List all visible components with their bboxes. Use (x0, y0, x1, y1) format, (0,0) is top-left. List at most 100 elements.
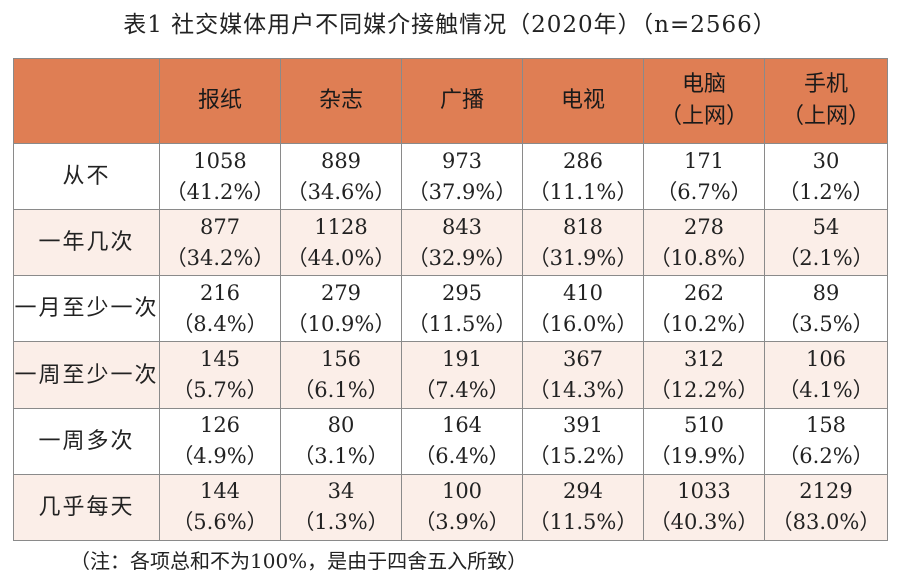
percent-value: （1.2%） (778, 179, 874, 204)
header-row: 报纸 杂志 广播 电视 电脑 （上网） 手机 （上网） (13, 58, 888, 144)
data-cell: 510 （19.9%） (643, 407, 765, 475)
count-value: 367 (562, 347, 604, 372)
percent-value: （3.1%） (293, 444, 389, 469)
count-value: 145 (199, 347, 241, 372)
row-label: 一年几次 (13, 209, 160, 277)
count-value: 294 (562, 479, 604, 504)
data-cell: 158 （6.2%） (764, 407, 888, 475)
percent-value: （5.6%） (172, 510, 268, 535)
count-value: 2129 (799, 479, 853, 504)
percent-value: （37.9%） (407, 179, 517, 204)
data-cell: 294 （11.5%） (522, 473, 644, 542)
percent-value: （31.9%） (528, 245, 638, 270)
percent-value: （1.3%） (293, 510, 389, 535)
corner-header-cell (13, 58, 160, 144)
count-value: 89 (812, 280, 840, 305)
count-value: 312 (683, 347, 725, 372)
count-value: 391 (562, 413, 604, 438)
row-label: 一周多次 (13, 407, 160, 475)
data-cell: 295 （11.5%） (401, 275, 523, 343)
percent-value: （83.0%） (771, 510, 881, 535)
data-cell: 262 （10.2%） (643, 275, 765, 343)
count-value: 1128 (314, 214, 368, 239)
data-cell: 278 （10.8%） (643, 209, 765, 277)
data-cell: 312 （12.2%） (643, 341, 765, 409)
percent-value: （5.7%） (172, 378, 268, 403)
data-cell: 279 （10.9%） (280, 275, 402, 343)
column-header: 手机 （上网） (764, 58, 888, 144)
row-label: 一月至少一次 (13, 275, 160, 343)
table-row: 从不 1058 （41.2%） 889 （34.6%） 973 （37.9%） 286 （11.… (13, 142, 888, 211)
column-header-line2: （上网） (659, 104, 748, 129)
data-cell: 1128 （44.0%） (280, 209, 402, 277)
count-value: 843 (441, 214, 483, 239)
count-value: 80 (327, 413, 355, 438)
percent-value: （34.2%） (165, 245, 275, 270)
percent-value: （4.1%） (778, 378, 874, 403)
percent-value: （12.2%） (649, 378, 759, 403)
data-cell: 171 （6.7%） (643, 142, 765, 211)
percent-value: （16.0%） (528, 311, 638, 336)
count-value: 156 (320, 347, 362, 372)
percent-value: （11.5%） (407, 311, 517, 336)
column-header-line1: 手机 (803, 72, 848, 97)
count-value: 889 (320, 148, 362, 173)
count-value: 510 (683, 413, 725, 438)
data-cell: 1058 （41.2%） (159, 142, 281, 211)
table-row: 几乎每天 144 （5.6%） 34 （1.3%） 100 （3.9%） 294 （11.5%）… (13, 473, 888, 542)
data-cell: 54 （2.1%） (764, 209, 888, 277)
count-value: 410 (562, 280, 604, 305)
percent-value: （40.3%） (649, 510, 759, 535)
percent-value: （10.8%） (649, 245, 759, 270)
data-cell: 145 （5.7%） (159, 341, 281, 409)
count-value: 191 (441, 347, 483, 372)
count-value: 295 (441, 280, 483, 305)
column-header-line1: 杂志 (318, 88, 363, 113)
data-cell: 818 （31.9%） (522, 209, 644, 277)
column-header: 报纸 (159, 58, 281, 144)
percent-value: （32.9%） (407, 245, 517, 270)
percent-value: （19.9%） (649, 444, 759, 469)
count-value: 171 (683, 148, 725, 173)
count-value: 1033 (677, 479, 731, 504)
percent-value: （4.9%） (172, 444, 268, 469)
footnote: （注：各项总和不为100%，是由于四舍五入所致） (70, 549, 528, 573)
percent-value: （11.1%） (528, 179, 638, 204)
column-header: 电视 (522, 58, 644, 144)
data-cell: 973 （37.9%） (401, 142, 523, 211)
percent-value: （2.1%） (778, 245, 874, 270)
count-value: 54 (812, 214, 840, 239)
percent-value: （8.4%） (172, 311, 268, 336)
data-cell: 106 （4.1%） (764, 341, 888, 409)
count-value: 279 (320, 280, 362, 305)
column-header-line1: 广播 (439, 88, 484, 113)
column-header-line1: 报纸 (197, 88, 242, 113)
percent-value: （15.2%） (528, 444, 638, 469)
data-cell: 164 （6.4%） (401, 407, 523, 475)
percent-value: （6.2%） (778, 444, 874, 469)
data-cell: 191 （7.4%） (401, 341, 523, 409)
percent-value: （6.7%） (656, 179, 752, 204)
column-header: 杂志 (280, 58, 402, 144)
count-value: 818 (562, 214, 604, 239)
table-title: 表1 社交媒体用户不同媒介接触情况（2020年）（n=2566） (123, 12, 777, 38)
table-row: 一周多次 126 （4.9%） 80 （3.1%） 164 （6.4%） 391 （15.2%）… (13, 407, 888, 475)
column-header: 广播 (401, 58, 523, 144)
percent-value: （10.2%） (649, 311, 759, 336)
count-value: 100 (441, 479, 483, 504)
percent-value: （11.5%） (528, 510, 638, 535)
row-label: 一周至少一次 (13, 341, 160, 409)
data-cell: 843 （32.9%） (401, 209, 523, 277)
percent-value: （41.2%） (165, 179, 275, 204)
count-value: 286 (562, 148, 604, 173)
data-cell: 391 （15.2%） (522, 407, 644, 475)
count-value: 158 (805, 413, 847, 438)
row-label: 从不 (13, 142, 160, 211)
count-value: 877 (199, 214, 241, 239)
percent-value: （10.9%） (286, 311, 396, 336)
percent-value: （34.6%） (286, 179, 396, 204)
data-cell: 877 （34.2%） (159, 209, 281, 277)
table-row: 一年几次 877 （34.2%） 1128 （44.0%） 843 （32.9%） 818 （3… (13, 209, 888, 277)
data-cell: 126 （4.9%） (159, 407, 281, 475)
data-cell: 1033 （40.3%） (643, 473, 765, 542)
